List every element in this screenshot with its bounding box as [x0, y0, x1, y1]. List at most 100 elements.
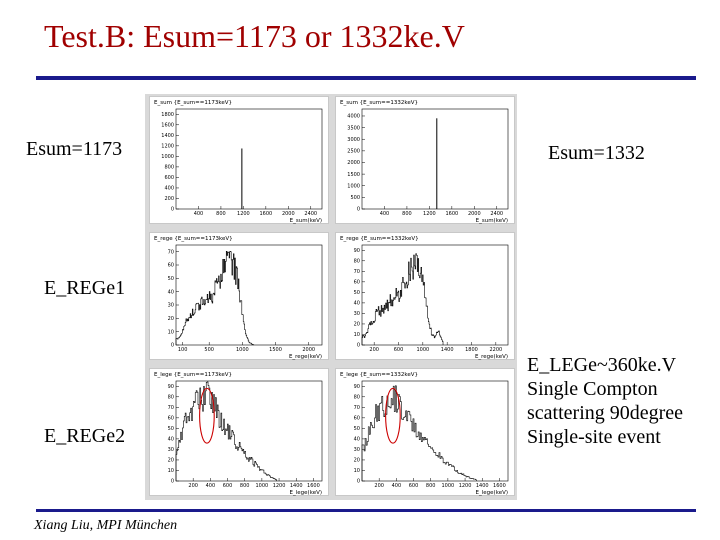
y-tick-label: 1500 — [347, 172, 360, 178]
y-tick-label: 40 — [354, 437, 360, 443]
label-esum-1173: Esum=1173 — [26, 138, 123, 160]
x-tick-label: 1200 — [459, 483, 472, 489]
plot-esum-1173: E_sum {E_sum==1173keV} 0 200 400 600 800 1000 1… — [149, 96, 329, 224]
note-line: E_LEGe~360ke.V — [527, 354, 677, 376]
x-tick-label: 500 — [204, 347, 214, 353]
plot-title: E_sum {E_sum==1332keV} — [340, 100, 418, 106]
y-tick-label: 20 — [354, 458, 360, 464]
y-tick-label: 40 — [354, 301, 360, 307]
x-tick-label: 100 — [178, 347, 188, 353]
note-line: Single Compton — [527, 378, 658, 400]
x-tick-label: 1600 — [307, 483, 320, 489]
y-tick-label: 10 — [354, 468, 360, 474]
y-tick-label: 70 — [168, 249, 174, 255]
x-tick-label: 600 — [223, 483, 233, 489]
y-tick-label: 30 — [168, 447, 174, 453]
x-tick-label: 200 — [369, 347, 379, 353]
x-tick-label: 2200 — [489, 347, 502, 353]
x-tick-label: 1000 — [236, 347, 249, 353]
y-tick-label: 80 — [354, 258, 360, 264]
plot-frame — [175, 108, 323, 210]
note-line: scattering 90degree — [527, 402, 684, 424]
y-tick-label: 50 — [168, 276, 174, 282]
x-tick-label: 800 — [216, 211, 226, 217]
x-tick-label: 1200 — [273, 483, 286, 489]
plot-elege-1332-svg: E_lege {E_sum==1332keV} 0 10 20 30 40 50 60 70 80… — [340, 372, 509, 496]
histogram-grid: E_sum {E_sum==1173keV} 0 200 400 600 800 1000 1… — [145, 94, 517, 500]
x-tick-label: 2000 — [282, 211, 295, 217]
plot-esum-1332: E_sum {E_sum==1332keV} 0 500 1000 1500 2000 25… — [335, 96, 515, 224]
x-tick-label: 1000 — [256, 483, 269, 489]
y-tick-label: 20 — [168, 458, 174, 464]
x-tick-label: 2400 — [490, 211, 503, 217]
plot-erege-1173: E_rege {E_sum==1173keV} 0 10 20 30 40 50 60 70 10… — [149, 232, 329, 360]
x-tick-label: 1200 — [423, 211, 436, 217]
y-tick-label: 10 — [354, 332, 360, 338]
plot-esum-1332-svg: E_sum {E_sum==1332keV} 0 500 1000 1500 2000 25… — [340, 100, 509, 224]
x-tick-label: 400 — [206, 483, 216, 489]
y-tick-label: 2000 — [347, 160, 360, 166]
highlight-ellipse — [385, 387, 401, 444]
histogram-line — [361, 253, 444, 345]
x-tick-label: 800 — [402, 211, 412, 217]
plot-elege-1173: E_lege {E_sum==1173keV} 0 10 20 30 40 50 60 70 80… — [149, 368, 329, 496]
y-tick-label: 400 — [164, 186, 174, 192]
plot-title: E_lege {E_sum==1173keV} — [154, 372, 232, 378]
y-tick-label: 70 — [168, 405, 174, 411]
title-divider — [36, 76, 696, 80]
x-axis-label: E_lege(keV) — [476, 490, 508, 496]
footer-credit: Xiang Liu, MPI München — [34, 518, 178, 533]
y-tick-label: 90 — [354, 384, 360, 390]
y-tick-label: 80 — [354, 394, 360, 400]
y-tick-label: 1000 — [347, 183, 360, 189]
y-tick-label: 3500 — [347, 125, 360, 131]
x-tick-label: 2000 — [302, 347, 315, 353]
y-tick-label: 20 — [168, 316, 174, 322]
footer-divider — [36, 509, 696, 512]
x-tick-label: 1400 — [441, 347, 454, 353]
y-tick-label: 0 — [171, 207, 174, 213]
x-axis-label: E_rege(keV) — [475, 354, 508, 360]
plot-title: E_rege {E_sum==1173keV} — [154, 236, 233, 242]
compton-note: E_LEGe~360ke.V Single Compton scattering… — [527, 353, 683, 449]
x-tick-label: 600 — [394, 347, 404, 353]
y-tick-label: 1000 — [161, 154, 174, 160]
y-tick-label: 1200 — [161, 144, 174, 150]
x-tick-label: 200 — [374, 483, 384, 489]
y-tick-label: 90 — [168, 384, 174, 390]
plot-esum-1173-svg: E_sum {E_sum==1173keV} 0 200 400 600 800 1000 1… — [154, 100, 323, 224]
x-tick-label: 1000 — [416, 347, 429, 353]
y-tick-label: 600 — [164, 175, 174, 181]
x-tick-label: 800 — [426, 483, 436, 489]
x-axis-label: E_sum(keV) — [290, 218, 322, 224]
highlight-ellipse — [199, 387, 215, 444]
y-tick-label: 40 — [168, 289, 174, 295]
label-esum-1332: Esum=1332 — [548, 142, 645, 164]
y-tick-label: 40 — [168, 437, 174, 443]
x-tick-label: 200 — [188, 483, 198, 489]
y-tick-label: 2500 — [347, 149, 360, 155]
y-tick-label: 10 — [168, 468, 174, 474]
plot-title: E_rege {E_sum==1332keV} — [340, 236, 419, 242]
x-tick-label: 2400 — [304, 211, 317, 217]
x-tick-label: 400 — [194, 211, 204, 217]
y-tick-label: 0 — [171, 343, 174, 349]
plot-elege-1332: E_lege {E_sum==1332keV} 0 10 20 30 40 50 60 70 80… — [335, 368, 515, 496]
y-tick-label: 60 — [168, 416, 174, 422]
slide-title: Test.B: Esum=1173 or 1332ke.V — [44, 18, 465, 54]
plot-elege-1173-svg: E_lege {E_sum==1173keV} 0 10 20 30 40 50 60 70 80… — [154, 372, 323, 496]
y-tick-label: 3000 — [347, 137, 360, 143]
x-tick-label: 1400 — [290, 483, 303, 489]
x-tick-label: 800 — [240, 483, 250, 489]
plot-frame — [361, 380, 509, 482]
x-tick-label: 1800 — [465, 347, 478, 353]
y-tick-label: 0 — [357, 479, 360, 485]
y-tick-label: 500 — [350, 195, 360, 201]
histogram-line — [361, 385, 477, 481]
y-tick-label: 1600 — [161, 122, 174, 128]
x-tick-label: 1400 — [476, 483, 489, 489]
x-tick-label: 400 — [380, 211, 390, 217]
x-axis-label: E_sum(keV) — [476, 218, 508, 224]
plot-erege-1332: E_rege {E_sum==1332keV} 0 10 20 30 40 50 60 70 80… — [335, 232, 515, 360]
histogram-line — [175, 250, 255, 346]
